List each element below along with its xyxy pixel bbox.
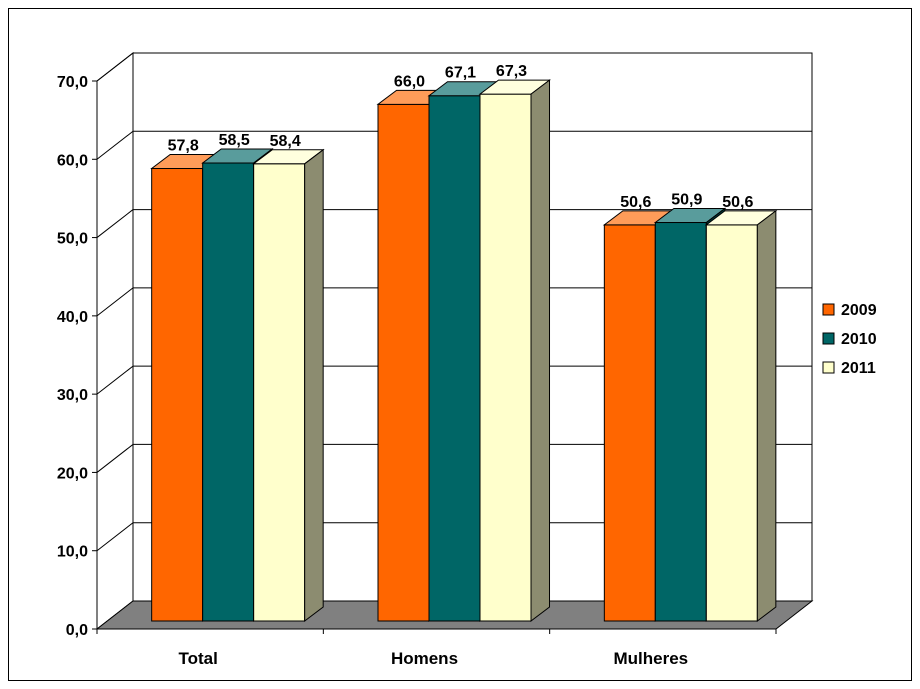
data-label: 50,9 (671, 192, 702, 209)
bar-front (253, 163, 306, 622)
y-tick-labels: 0,0 10,0 20,0 30,0 40,0 50,0 60,0 70,0 (57, 74, 88, 639)
data-label: 58,4 (270, 133, 301, 150)
bar-side (304, 148, 324, 623)
y-tick-label: 20,0 (57, 465, 88, 482)
axes (92, 80, 777, 634)
legend-label: 2010 (841, 331, 877, 348)
bar-front (202, 162, 255, 622)
data-label: 67,3 (496, 63, 527, 80)
bars (150, 79, 778, 623)
legend-swatch (822, 303, 835, 316)
legend-swatch (822, 361, 835, 374)
side-wall (96, 51, 134, 631)
legend-label: 2009 (841, 302, 877, 319)
gridline-side (96, 365, 134, 395)
gridline-side (96, 522, 134, 552)
data-label: 50,6 (620, 194, 651, 211)
y-tick-label: 60,0 (57, 152, 88, 169)
gridline-side (96, 209, 134, 238)
chart-frame (8, 8, 912, 681)
bar-side (756, 209, 777, 623)
x-tick-label: Total (178, 649, 217, 668)
x-tick-label: Homens (391, 649, 458, 668)
y-tick-label: 0,0 (66, 622, 88, 639)
y-tick-label: 30,0 (57, 387, 88, 404)
bar-side (530, 79, 551, 623)
bar-front (377, 103, 430, 622)
data-labels: 57,8 58,5 58,4 66,0 67,1 67,3 50,6 50,9 50,6 (168, 63, 754, 211)
data-label: 66,0 (394, 73, 425, 90)
bar-front (654, 222, 707, 622)
x-tick-labels: Total Homens Mulheres (178, 649, 688, 668)
data-label: 67,1 (445, 65, 476, 82)
bar-front (428, 95, 481, 622)
legend: 2009 2010 2011 (822, 302, 877, 377)
y-tick-label: 10,0 (57, 544, 88, 561)
gridline-side (96, 287, 134, 317)
legend-label: 2011 (841, 360, 876, 377)
data-label: 57,8 (168, 138, 199, 155)
data-label: 50,6 (722, 194, 753, 211)
bar-front (705, 224, 758, 622)
gridline-side (96, 444, 134, 473)
bar-front (151, 168, 204, 622)
legend-swatch (822, 332, 835, 345)
gridline-side (96, 130, 134, 160)
x-tick-label: Mulheres (614, 649, 689, 668)
bar-front (603, 224, 656, 622)
y-tick-label: 50,0 (57, 231, 88, 248)
data-label: 58,5 (219, 132, 250, 149)
bar-front (479, 93, 532, 622)
y-tick-label: 70,0 (57, 74, 88, 91)
gridline-side (96, 52, 134, 82)
y-tick-label: 40,0 (57, 309, 88, 326)
